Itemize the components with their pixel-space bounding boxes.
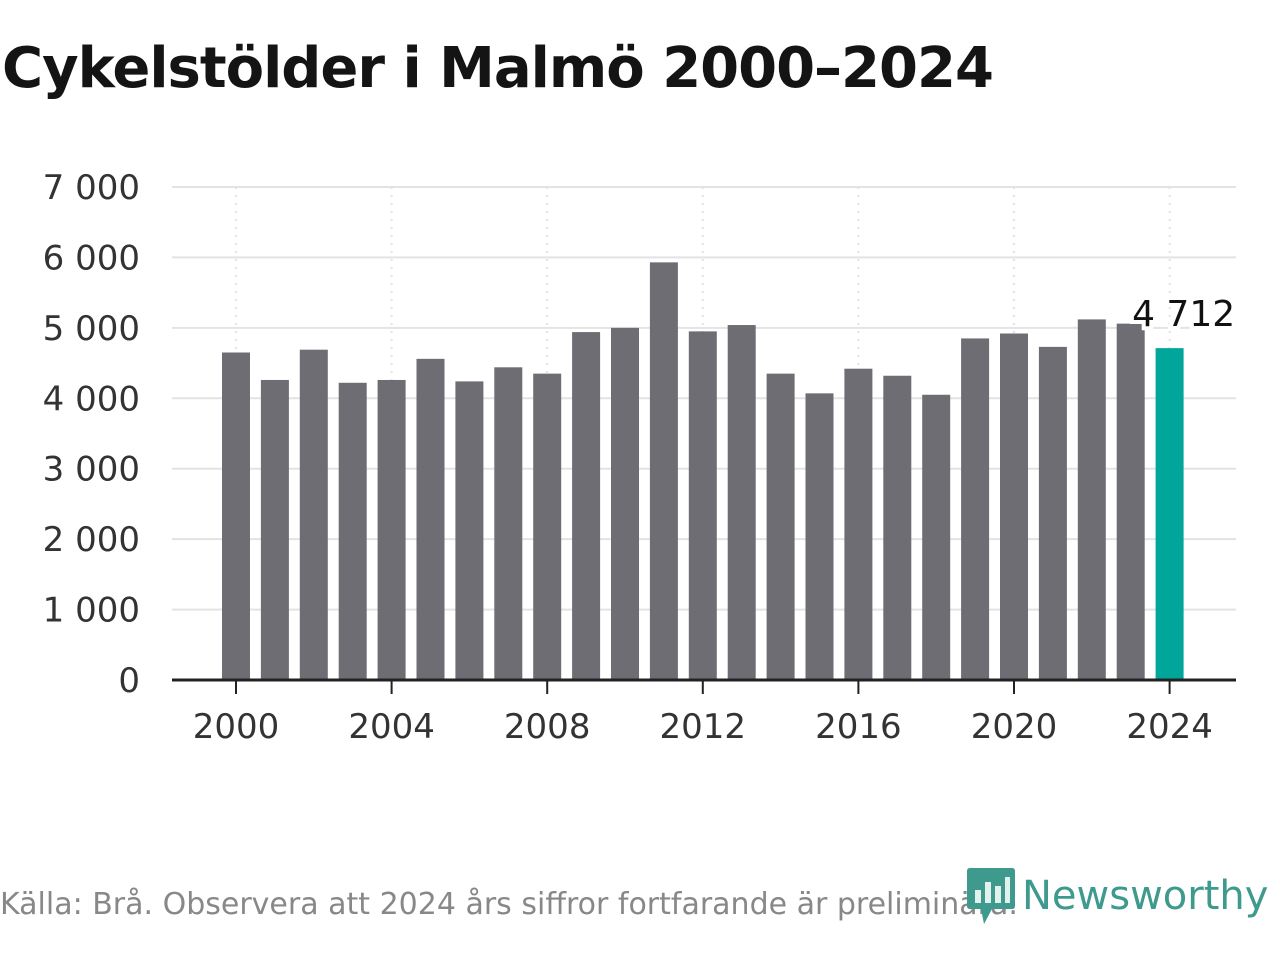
x-tick-label: 2024	[1126, 707, 1213, 747]
x-tick-label: 2000	[193, 707, 280, 747]
bar-chart-pin-icon	[967, 868, 1015, 924]
bar-2008	[533, 373, 562, 680]
bar-2011	[649, 262, 678, 680]
x-tick-label: 2020	[971, 707, 1058, 747]
bar-2012	[688, 331, 717, 680]
bar-2020	[1000, 333, 1028, 680]
bar-2002	[299, 349, 328, 680]
bar-2021	[1038, 346, 1067, 680]
y-tick-label: 1 000	[43, 591, 140, 631]
bar-2009	[572, 332, 601, 680]
bar-2016	[844, 368, 873, 680]
newsworthy-logo[interactable]: Newsworthy	[966, 866, 1268, 926]
bar-2010	[611, 327, 639, 680]
source-note: Källa: Brå. Observera att 2024 års siffr…	[0, 887, 1018, 922]
annotations: 4 712	[1128, 290, 1239, 339]
bar-2006	[455, 381, 484, 680]
bar-2014	[766, 373, 795, 680]
y-tick-label: 5 000	[43, 309, 140, 349]
x-axis: 2000 2004 2008 2012 2016 2020 2024	[172, 678, 1236, 747]
x-tick-label: 2012	[660, 707, 747, 747]
bar-2019	[961, 338, 990, 680]
y-tick-label: 7 000	[43, 168, 140, 208]
y-tick-label: 2 000	[43, 520, 140, 560]
bar-2004	[377, 379, 406, 680]
bar-chart: 0 1 000 2 000 3 000 4 000 5 000 6 000 7 000 200…	[42, 168, 1239, 747]
bar-2001	[260, 379, 289, 680]
y-axis-labels: 0 1 000 2 000 3 000 4 000 5 000 6 000 7 000	[43, 168, 140, 701]
bar-2005	[416, 358, 445, 680]
y-tick-label: 6 000	[43, 238, 140, 278]
bar-2022	[1077, 319, 1106, 680]
logo-text: Newsworthy	[1022, 873, 1269, 919]
x-tick-label: 2008	[504, 707, 591, 747]
chart-title: Cykelstölder i Malmö 2000–2024	[2, 36, 994, 101]
bar-2023	[1116, 323, 1145, 680]
bar-2000	[222, 352, 250, 680]
y-tick-label: 4 000	[43, 379, 140, 419]
x-tick-label: 2016	[815, 707, 902, 747]
value-label-2024: 4 712	[1132, 294, 1235, 335]
bar-2007	[494, 367, 523, 680]
bars	[222, 262, 1184, 680]
bar-2015	[805, 393, 834, 680]
x-tick-label: 2004	[348, 707, 435, 747]
y-tick-label: 3 000	[43, 450, 140, 490]
bar-2003	[338, 382, 367, 680]
bar-2013	[727, 325, 756, 680]
bar-2017	[883, 375, 912, 680]
bar-2018	[922, 394, 951, 680]
bar-2024	[1155, 348, 1184, 680]
y-tick-label: 0	[118, 661, 140, 701]
